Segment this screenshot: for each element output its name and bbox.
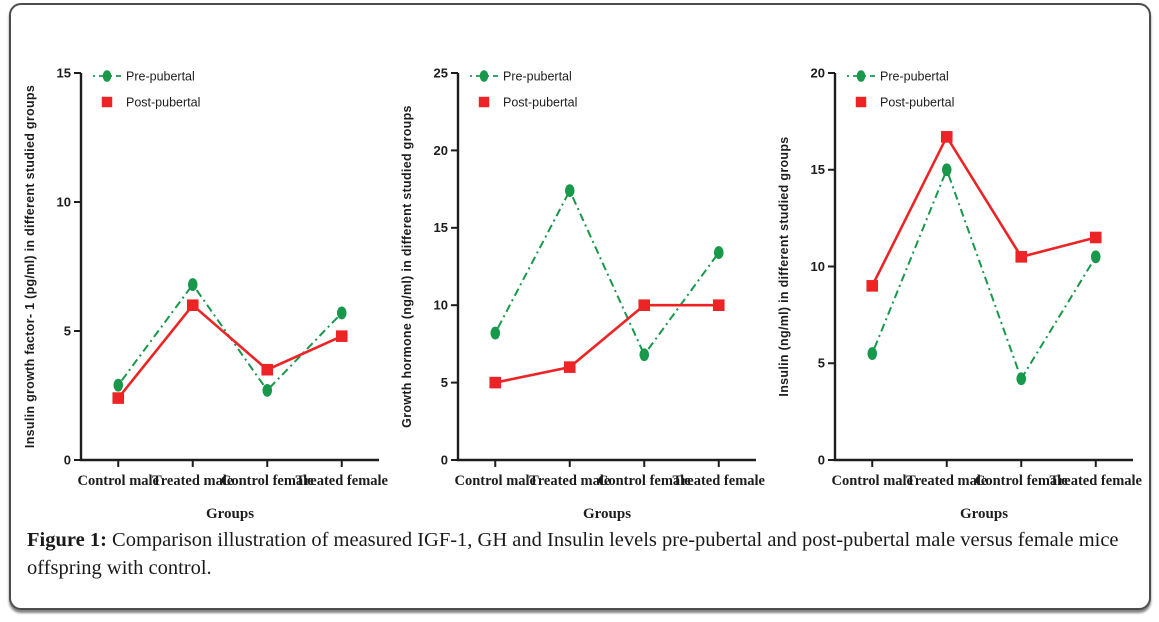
- series-line: [117, 303, 343, 399]
- figure-caption: Figure 1: Comparison illustration of mea…: [27, 527, 1133, 582]
- data-point-marker: [867, 347, 878, 360]
- x-tick-label: Control female: [221, 473, 314, 489]
- igf1-line-chart: Insulin growth factor- 1 (pg/ml) in diff…: [23, 65, 389, 522]
- x-tick-label: Treated female: [1050, 473, 1143, 489]
- data-point-marker: [261, 363, 274, 376]
- y-tick-label: 20: [811, 65, 825, 80]
- data-point-marker: [335, 330, 348, 342]
- x-axis-title: Groups: [960, 506, 1008, 522]
- x-axis-title: Groups: [206, 506, 254, 522]
- legend-entry: Post-pubertal: [478, 95, 577, 109]
- data-point-marker: [490, 326, 501, 340]
- chart-insulin: Insulin (ng/ml) in different studied gro…: [771, 15, 1143, 523]
- series-line: [494, 303, 719, 384]
- y-tick-label: 5: [441, 375, 448, 390]
- legend-entry: Pre-pubertal: [93, 69, 195, 83]
- data-point-marker: [1016, 372, 1027, 386]
- charts-row: Insulin growth factor- 1 (pg/ml) in diff…: [11, 5, 1149, 523]
- y-tick-label: 15: [434, 220, 448, 235]
- x-tick-label: Control female: [598, 473, 691, 489]
- data-point-marker: [489, 376, 502, 389]
- legend-label: Post-pubertal: [880, 95, 954, 109]
- data-point-marker: [113, 378, 124, 392]
- x-tick-label: Control male: [832, 473, 914, 489]
- y-axis-title: Insulin growth factor- 1 (pg/ml) in diff…: [23, 85, 37, 448]
- series-post-pubertal: [866, 131, 1102, 292]
- x-tick-label: Treated female: [673, 473, 766, 489]
- legend-entry: Post-pubertal: [855, 95, 954, 109]
- series-line: [871, 166, 1097, 382]
- series-line: [494, 188, 720, 357]
- y-tick-label: 15: [57, 65, 71, 80]
- data-point-marker: [1089, 231, 1102, 244]
- data-point-marker: [1015, 251, 1028, 263]
- y-tick-label: 0: [818, 452, 825, 467]
- data-point-marker: [186, 299, 199, 311]
- data-point-marker: [112, 392, 125, 404]
- series-pre-pubertal: [867, 163, 1101, 386]
- y-tick-label: 20: [434, 143, 448, 158]
- y-tick-label: 10: [57, 194, 71, 209]
- x-tick-label: Treated female: [296, 473, 389, 489]
- data-point-marker: [187, 278, 198, 291]
- legend-label: Post-pubertal: [503, 95, 577, 109]
- x-tick-label: Control male: [78, 473, 160, 489]
- figure-card: Insulin growth factor- 1 (pg/ml) in diff…: [9, 3, 1151, 610]
- data-point-marker: [941, 163, 952, 177]
- figure-caption-label: Figure 1:: [27, 529, 107, 551]
- data-point-marker: [262, 383, 273, 397]
- legend-marker-icon: [102, 70, 112, 82]
- y-tick-label: 5: [818, 356, 825, 371]
- y-tick-label: 15: [811, 162, 825, 177]
- y-tick-label: 25: [434, 65, 448, 80]
- legend-label: Pre-pubertal: [503, 69, 572, 83]
- data-point-marker: [639, 348, 650, 362]
- y-axis-title: Growth hormone (ng/ml) in different stud…: [400, 105, 414, 428]
- legend-label: Post-pubertal: [126, 95, 200, 109]
- insulin-line-chart: Insulin (ng/ml) in different studied gro…: [777, 65, 1143, 522]
- y-tick-label: 0: [64, 452, 71, 467]
- legend-label: Pre-pubertal: [126, 69, 195, 83]
- legend-entry: Post-pubertal: [101, 95, 200, 109]
- x-tick-label: Control female: [975, 473, 1068, 489]
- series-pre-pubertal: [490, 184, 724, 362]
- x-tick-label: Treated male: [152, 473, 234, 489]
- y-tick-label: 10: [811, 259, 825, 274]
- growth-hormone-line-chart: Growth hormone (ng/ml) in different stud…: [400, 65, 766, 522]
- legend-marker-icon: [856, 70, 866, 82]
- legend-label: Pre-pubertal: [880, 69, 949, 83]
- data-point-marker: [712, 299, 725, 311]
- data-point-marker: [638, 299, 651, 311]
- series-post-pubertal: [489, 299, 725, 389]
- data-point-marker: [564, 184, 575, 198]
- x-axis-title: Groups: [583, 506, 631, 522]
- y-tick-label: 0: [441, 452, 448, 467]
- legend-marker-icon: [478, 96, 490, 108]
- chart-growth-hormone: Growth hormone (ng/ml) in different stud…: [394, 15, 766, 523]
- series-post-pubertal: [112, 299, 348, 404]
- legend-marker-icon: [101, 96, 113, 108]
- legend-entry: Pre-pubertal: [470, 69, 572, 83]
- figure-caption-text: Comparison illustration of measured IGF-…: [27, 529, 1119, 579]
- x-tick-label: Treated male: [529, 473, 611, 489]
- x-tick-label: Control male: [455, 473, 537, 489]
- legend-marker-icon: [479, 70, 489, 82]
- data-point-marker: [563, 361, 576, 373]
- series-line: [871, 134, 1097, 287]
- legend-entry: Pre-pubertal: [847, 69, 949, 83]
- data-point-marker: [1090, 250, 1101, 264]
- y-axis-title: Insulin (ng/ml) in different studied gro…: [777, 136, 791, 396]
- data-point-marker: [336, 306, 347, 320]
- legend-marker-icon: [855, 96, 867, 108]
- chart-igf1: Insulin growth factor- 1 (pg/ml) in diff…: [17, 15, 389, 523]
- y-tick-label: 5: [64, 323, 71, 338]
- x-tick-label: Treated male: [906, 473, 988, 489]
- data-point-marker: [940, 131, 953, 143]
- data-point-marker: [866, 280, 879, 292]
- y-tick-label: 10: [434, 298, 448, 313]
- data-point-marker: [713, 246, 724, 259]
